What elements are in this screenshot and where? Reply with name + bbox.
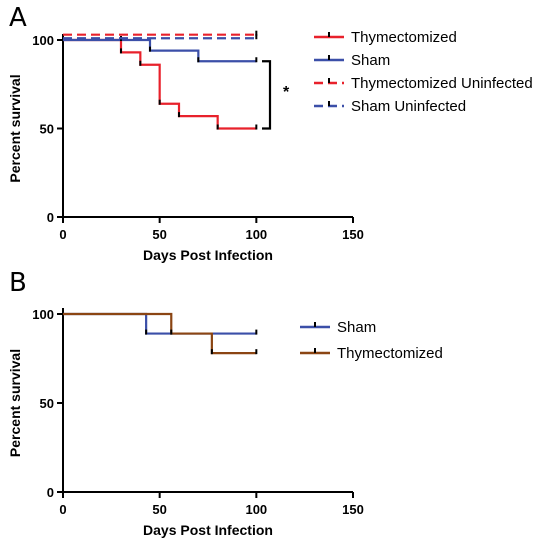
x-tick-label: 150 xyxy=(342,227,364,242)
chart-panel-b: 0 50 100 150 0 50 100 Days Post Infection Percen… xyxy=(7,307,443,538)
y-tick-label: 0 xyxy=(47,210,54,225)
series-line-1 xyxy=(63,312,257,335)
legend-label: Thymectomized Uninfected xyxy=(351,75,533,92)
y-tick-label: 0 xyxy=(47,485,54,500)
legend-label: Sham xyxy=(337,319,376,336)
y-tick-label: 50 xyxy=(40,122,54,137)
y-tick-label: 100 xyxy=(32,307,54,322)
y-axis-title: Percent survival xyxy=(7,349,23,457)
significance-star: * xyxy=(283,84,290,101)
series-line-2 xyxy=(63,38,257,63)
x-axis-title: Days Post Infection xyxy=(143,247,273,263)
legend-label: Thymectomized xyxy=(351,29,457,46)
legend-label: Thymectomized xyxy=(337,345,443,362)
series-line-2 xyxy=(63,312,257,355)
chart-panel-a: 0 50 100 150 0 50 100 Days Post Infection Percen… xyxy=(7,29,533,263)
x-tick-label: 100 xyxy=(245,227,267,242)
x-tick-label: 50 xyxy=(152,227,166,242)
x-tick-label: 0 xyxy=(59,227,66,242)
x-axis-title: Days Post Infection xyxy=(143,522,273,538)
x-tick-label: 0 xyxy=(59,502,66,517)
y-axis-title: Percent survival xyxy=(7,74,23,182)
legend-label: Sham Uninfected xyxy=(351,98,466,115)
x-tick-label: 100 xyxy=(245,502,267,517)
legend-label: Sham xyxy=(351,52,390,69)
significance-bracket xyxy=(262,60,272,130)
x-tick-label: 50 xyxy=(152,502,166,517)
panel-letter-b: B xyxy=(9,268,27,298)
panel-letter-a: A xyxy=(9,3,27,33)
y-tick-label: 100 xyxy=(32,33,54,48)
x-tick-label: 150 xyxy=(342,502,364,517)
y-tick-label: 50 xyxy=(40,396,54,411)
series-line-1 xyxy=(63,38,257,130)
